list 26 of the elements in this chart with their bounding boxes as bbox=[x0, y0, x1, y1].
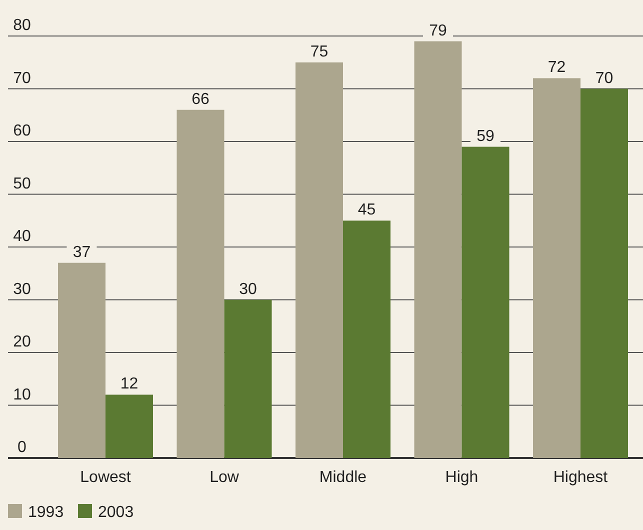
y-tick-label: 70 bbox=[13, 70, 31, 87]
data-label: 79 bbox=[429, 22, 447, 40]
y-tick-label: 60 bbox=[13, 122, 31, 140]
y-tick-label: 30 bbox=[13, 280, 31, 298]
x-tick-label: Lowest bbox=[80, 469, 132, 486]
data-label: 70 bbox=[595, 70, 614, 87]
data-label: 75 bbox=[310, 43, 328, 60]
y-tick-label: 10 bbox=[13, 386, 31, 404]
y-tick-label: 80 bbox=[13, 17, 31, 34]
y-tick-label: 40 bbox=[13, 228, 31, 245]
data-label: 72 bbox=[548, 59, 566, 76]
data-label: 45 bbox=[358, 202, 376, 219]
x-tick-label: Middle bbox=[319, 469, 367, 486]
y-tick-label: 20 bbox=[13, 334, 31, 350]
y-tick-label: 0 bbox=[18, 439, 27, 456]
legend-label: 2003 bbox=[98, 504, 134, 521]
data-label: 12 bbox=[120, 376, 138, 393]
data-label: 59 bbox=[476, 128, 494, 145]
data-label: 30 bbox=[239, 280, 257, 298]
data-label: 66 bbox=[192, 90, 210, 108]
x-tick-label: Highest bbox=[553, 469, 608, 486]
x-tick-label: Low bbox=[210, 469, 240, 486]
x-tick-label: High bbox=[445, 469, 478, 486]
legend-label: 1993 bbox=[28, 504, 64, 521]
data-label: 37 bbox=[72, 244, 91, 261]
y-tick-label: 50 bbox=[13, 175, 31, 192]
